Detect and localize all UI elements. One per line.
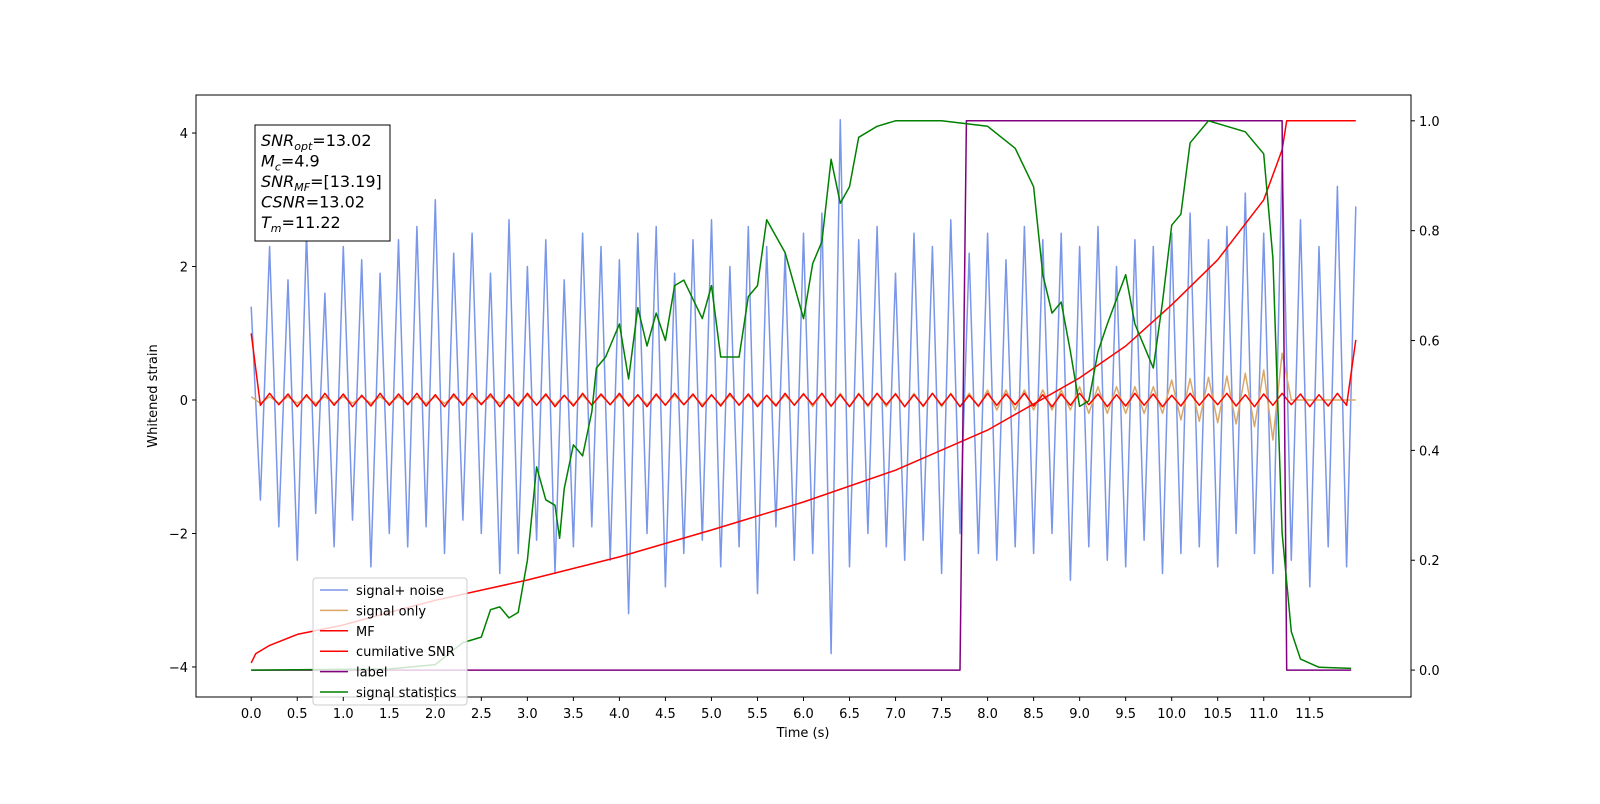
x-tick-label: 0.5 — [287, 707, 308, 722]
annotation-line: Tm=11.22 — [261, 213, 341, 235]
x-tick-label: 5.5 — [747, 707, 768, 722]
y2-tick-label: 0.8 — [1419, 225, 1440, 240]
legend-label: label — [356, 666, 387, 681]
x-tick-label: 11.5 — [1295, 707, 1324, 722]
y-tick-label: 4 — [180, 127, 188, 142]
annotation-subscript: MF — [294, 181, 310, 194]
annotation-subscript: c — [275, 161, 281, 174]
annotation-line: SNRopt=13.02 — [261, 131, 372, 153]
x-tick-label: 10.5 — [1203, 707, 1232, 722]
y-tick-label: 2 — [180, 261, 188, 276]
series-line — [250, 118, 1357, 655]
x-tick-label: 5.0 — [701, 707, 722, 722]
annotation-name: SNR — [261, 172, 294, 191]
y2-tick-label: 0.0 — [1419, 664, 1440, 679]
x-tick-label: 2.0 — [425, 707, 446, 722]
annotation-value: =13.02 — [312, 131, 371, 150]
annotation-subscript: opt — [294, 140, 313, 153]
x-tick-label: 8.5 — [1023, 707, 1044, 722]
x-tick-label: 3.0 — [517, 707, 538, 722]
annotation-box: SNRopt=13.02Mc=4.9SNRMF=[13.19]CSNR=13.0… — [254, 124, 391, 242]
y2-tick-label: 0.6 — [1419, 335, 1440, 350]
x-tick-label: 7.5 — [931, 707, 952, 722]
annotation-name: M — [261, 152, 275, 171]
legend-label: signal only — [356, 604, 426, 619]
legend-label: signal+ noise — [356, 584, 444, 599]
x-tick-label: 0.0 — [241, 707, 262, 722]
x-tick-label: 1.0 — [333, 707, 354, 722]
y2-tick-label: 0.2 — [1419, 554, 1440, 569]
legend-label: cumilative SNR — [356, 645, 455, 660]
y-tick-label: 0 — [180, 394, 188, 409]
annotation-line: Mc=4.9 — [261, 152, 320, 174]
y-axis-label: Whitened strain — [146, 344, 161, 447]
annotation-name: T — [261, 213, 272, 232]
x-axis-label: Time (s) — [776, 726, 830, 741]
annotation-value: =13.02 — [306, 193, 365, 212]
legend: signal+ noise signal only MF cumilative SNR… — [312, 577, 468, 706]
x-tick-label: 9.0 — [1069, 707, 1090, 722]
legend-frame — [312, 577, 468, 706]
annotation-value: =[13.19] — [310, 172, 382, 191]
annotation-line: CSNR=13.02 — [261, 193, 365, 212]
annotation-frame — [254, 124, 391, 242]
annotation-value: =4.9 — [281, 152, 320, 171]
x-tick-label: 11.0 — [1249, 707, 1278, 722]
annotation-value: =11.22 — [282, 213, 341, 232]
x-tick-label: 1.5 — [379, 707, 400, 722]
x-tick-label: 2.5 — [471, 707, 492, 722]
series-line — [251, 120, 1352, 671]
x-tick-label: 7.0 — [885, 707, 906, 722]
legend-label: MF — [356, 625, 375, 640]
annotation-name: CSNR — [261, 193, 306, 212]
x-tick-label: 10.0 — [1157, 707, 1186, 722]
annotation-line: SNRMF=[13.19] — [261, 172, 382, 194]
y2-tick-label: 0.4 — [1419, 444, 1440, 459]
series-line — [250, 352, 1356, 441]
series-line — [251, 120, 1352, 671]
x-tick-label: 4.5 — [655, 707, 676, 722]
annotation-name: SNR — [261, 131, 294, 150]
y-tick-label: −2 — [169, 527, 188, 542]
x-tick-label: 4.0 — [609, 707, 630, 722]
legend-label: signal statistics — [356, 686, 457, 701]
annotation-subscript: m — [271, 222, 282, 235]
y2-tick-label: 1.0 — [1419, 115, 1440, 130]
x-tick-label: 8.0 — [977, 707, 998, 722]
x-tick-label: 3.5 — [563, 707, 584, 722]
series-line — [250, 333, 1357, 408]
x-tick-label: 9.5 — [1115, 707, 1136, 722]
x-tick-label: 6.5 — [839, 707, 860, 722]
y-tick-label: −4 — [169, 661, 188, 676]
x-tick-label: 6.0 — [793, 707, 814, 722]
